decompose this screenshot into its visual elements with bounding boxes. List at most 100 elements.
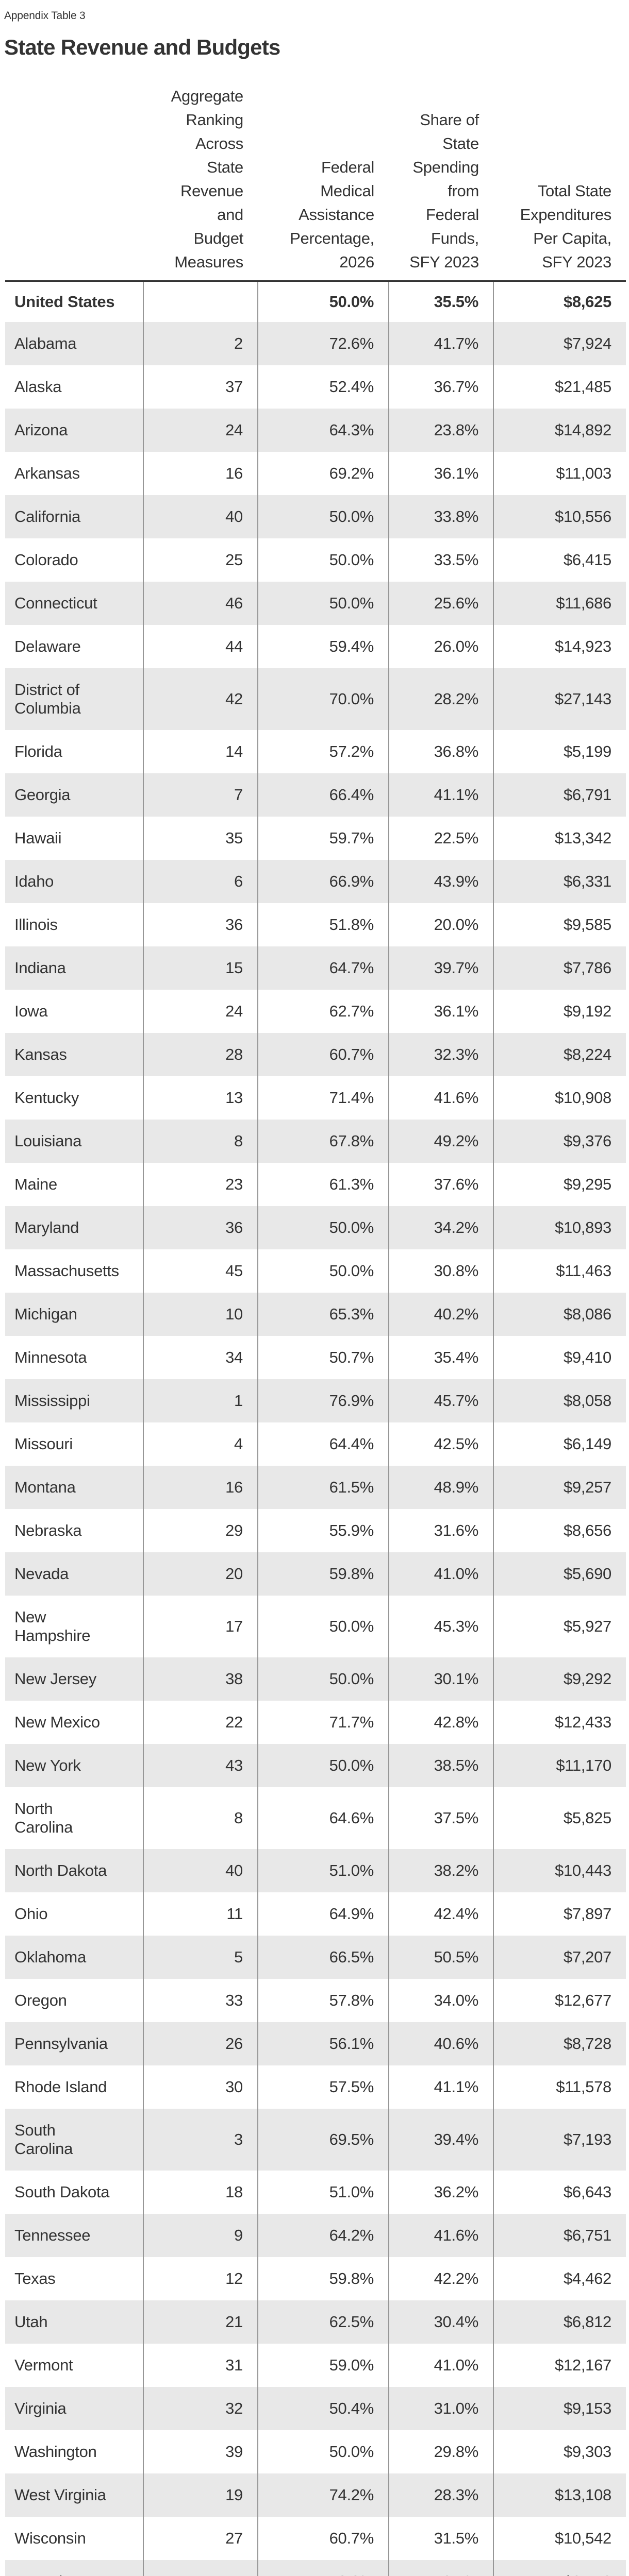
total-expenditures-cell: $9,303 (493, 2430, 626, 2473)
state-name-cell: Rhode Island (14, 2078, 107, 2096)
state-name-cell: Alaska (14, 378, 62, 396)
fmap-cell: 69.2% (257, 452, 389, 495)
fmap-cell: 60.7% (257, 2517, 389, 2560)
share-federal-funds-cell: 40.2% (388, 1293, 493, 1336)
share-federal-funds-cell: 22.5% (388, 817, 493, 860)
aggregate-ranking-cell: 43 (143, 1744, 258, 1787)
fmap-cell: 52.4% (257, 365, 389, 409)
total-expenditures-cell: $7,924 (493, 322, 626, 365)
aggregate-ranking-cell: 12 (143, 2257, 258, 2300)
table-row: Missouri 4 64.4% 42.5% $6,149 (5, 1422, 626, 1466)
table-header: Aggregate Ranking Across State Revenue a… (5, 60, 626, 282)
table-row: Colorado 25 50.0% 33.5% $6,415 (5, 538, 626, 582)
table-row: Iowa 24 62.7% 36.1% $9,192 (5, 990, 626, 1033)
total-expenditures-cell: $12,167 (493, 2344, 626, 2387)
aggregate-ranking-cell: 14 (143, 730, 258, 773)
table-row: Oklahoma 5 66.5% 50.5% $7,207 (5, 1936, 626, 1979)
table-row: Tennessee 9 64.2% 41.6% $6,751 (5, 2214, 626, 2257)
state-revenue-table: Aggregate Ranking Across State Revenue a… (5, 60, 626, 2576)
aggregate-ranking-cell: 28 (143, 1033, 258, 1076)
aggregate-ranking-cell: 7 (143, 773, 258, 817)
total-expenditures-cell: $8,058 (493, 1379, 626, 1422)
fmap-cell: 59.0% (257, 2344, 389, 2387)
state-name-cell: Louisiana (5, 1120, 143, 1163)
aggregate-ranking-cell: 4 (143, 1422, 258, 1466)
fmap-cell: 64.2% (257, 2214, 389, 2257)
state-name-cell: North Dakota (5, 1849, 143, 1892)
state-name-cell: New Mexico (14, 1713, 100, 1731)
total-expenditures-cell: $8,224 (493, 1033, 626, 1076)
state-name-cell: South Dakota (14, 2183, 110, 2201)
table-row: Minnesota 34 50.7% 35.4% $9,410 (5, 1336, 626, 1379)
table-body: United States 50.0% 35.5% $8,625 Alabama 2 72.… (5, 281, 626, 2576)
state-name-cell: Georgia (5, 773, 143, 817)
fmap-cell: 57.5% (257, 2065, 389, 2109)
table-row: Mississippi 1 76.9% 45.7% $8,058 (5, 1379, 626, 1422)
table-row: Connecticut 46 50.0% 25.6% $11,686 (5, 582, 626, 625)
fmap-cell: 74.2% (257, 2473, 389, 2517)
state-name-cell: Wyoming (5, 2560, 143, 2576)
aggregate-ranking-cell: 26 (143, 2022, 258, 2065)
table-row: Arkansas 16 69.2% 36.1% $11,003 (5, 452, 626, 495)
share-federal-funds-cell: 42.2% (388, 2257, 493, 2300)
table-row: District of Columbia 42 70.0% 28.2% $27,143 (5, 668, 626, 730)
share-federal-funds-cell: 37.5% (388, 1787, 493, 1849)
total-expenditures-cell: $8,656 (493, 1509, 626, 1552)
total-expenditures-cell: $27,143 (493, 668, 626, 730)
table-row: North Carolina 8 64.6% 37.5% $5,825 (5, 1787, 626, 1849)
aggregate-ranking-cell: 22 (143, 1701, 258, 1744)
total-expenditures-cell: $9,585 (493, 903, 626, 946)
table-row: South Carolina 3 69.5% 39.4% $7,193 (5, 2109, 626, 2171)
share-federal-funds-cell: 23.8% (388, 409, 493, 452)
table-row: Alabama 2 72.6% 41.7% $7,924 (5, 322, 626, 365)
fmap-cell: 50.0% (257, 281, 389, 322)
fmap-cell: 66.9% (257, 860, 389, 903)
aggregate-ranking-cell: 34 (143, 1336, 258, 1379)
table-row: Wyoming4150.0%18.5%$9,149 (5, 2560, 626, 2576)
aggregate-ranking-cell: 5 (143, 1936, 258, 1979)
header-row: Aggregate Ranking Across State Revenue a… (5, 60, 626, 282)
total-expenditures-cell: $11,170 (493, 1744, 626, 1787)
table-row: Hawaii 35 59.7% 22.5% $13,342 (5, 817, 626, 860)
aggregate-ranking-cell: 16 (143, 452, 258, 495)
state-name-cell: North Carolina (14, 1800, 73, 1836)
state-name-cell: Nebraska (14, 1521, 82, 1539)
total-expenditures-cell: $10,893 (493, 1206, 626, 1249)
appendix-label: Appendix Table 3 (4, 10, 86, 22)
table-row: Washington 39 50.0% 29.8% $9,303 (5, 2430, 626, 2473)
share-federal-funds-cell: 36.1% (388, 990, 493, 1033)
table-row: Florida 14 57.2% 36.8% $5,199 (5, 730, 626, 773)
state-name-cell: Kentucky (14, 1089, 79, 1107)
fmap-cell: 50.0% (257, 1744, 389, 1787)
table-row: Indiana 15 64.7% 39.7% $7,786 (5, 946, 626, 990)
state-name-cell: Tennessee (5, 2214, 143, 2257)
aggregate-ranking-cell: 29 (143, 1509, 258, 1552)
column-header-share-federal-funds: Share of State Spending from Federal Fun… (389, 60, 493, 282)
aggregate-ranking-cell: 10 (143, 1293, 258, 1336)
state-name-cell: Arkansas (14, 464, 80, 482)
total-expenditures-cell: $14,923 (493, 625, 626, 668)
total-expenditures-cell: $11,003 (493, 452, 626, 495)
fmap-cell: 69.5% (257, 2109, 389, 2171)
aggregate-ranking-cell: 25 (143, 538, 258, 582)
fmap-cell: 50.0% (257, 582, 389, 625)
share-federal-funds-cell: 45.3% (388, 1596, 493, 1657)
state-name-cell: Indiana (5, 946, 143, 990)
share-federal-funds-cell: 30.4% (388, 2300, 493, 2344)
state-name-cell: Nevada (5, 1552, 143, 1596)
fmap-cell: 71.4% (257, 1076, 389, 1120)
table-row: Texas 12 59.8% 42.2% $4,462 (5, 2257, 626, 2300)
aggregate-ranking-cell: 40 (143, 1849, 258, 1892)
total-expenditures-cell: $9,376 (493, 1120, 626, 1163)
fmap-cell: 50.0% (257, 538, 389, 582)
total-expenditures-cell: $8,728 (493, 2022, 626, 2065)
share-federal-funds-cell: 37.6% (388, 1163, 493, 1206)
aggregate-ranking-cell: 17 (143, 1596, 258, 1657)
share-federal-funds-cell: 28.3% (388, 2473, 493, 2517)
aggregate-ranking-cell: 33 (143, 1979, 258, 2022)
state-name-cell: Hawaii (14, 829, 62, 847)
table-row: Montana 16 61.5% 48.9% $9,257 (5, 1466, 626, 1509)
table-row: Louisiana 8 67.8% 49.2% $9,376 (5, 1120, 626, 1163)
state-name-cell: Massachusetts (14, 1262, 119, 1280)
aggregate-ranking-cell: 1 (143, 1379, 258, 1422)
